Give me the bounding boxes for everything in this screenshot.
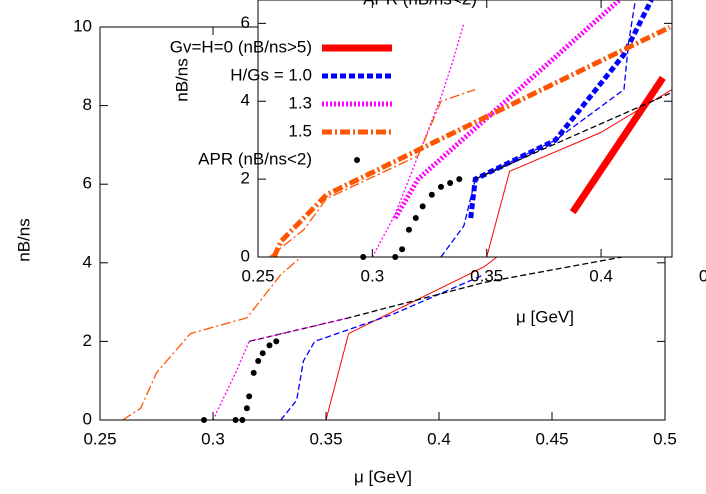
data-point	[405, 226, 412, 233]
data-point	[246, 393, 253, 400]
series-line	[569, 75, 666, 215]
x-tick-label: 0.35	[309, 429, 342, 448]
series-line	[249, 248, 666, 343]
series-line	[371, 23, 465, 258]
data-point	[399, 246, 406, 253]
y-tick-label: 6	[241, 13, 250, 32]
y-tick-label: 2	[241, 169, 250, 188]
series-line	[122, 254, 304, 421]
series-line	[212, 317, 349, 421]
series-line	[271, 25, 671, 259]
y-axis-label: nB/ns	[172, 58, 191, 101]
data-point	[456, 176, 463, 183]
data-point	[419, 203, 426, 210]
x-tick-label: 0.45	[699, 266, 706, 285]
data-point	[259, 350, 266, 357]
y-tick-label: 6	[83, 174, 92, 193]
series-line	[269, 88, 476, 258]
data-point	[447, 180, 454, 187]
y-tick-label: 4	[83, 252, 92, 271]
chart-title: APR (nB/ns<2)	[363, 0, 477, 8]
x-axis-label: μ [GeV]	[354, 467, 412, 486]
x-tick-label: 0.3	[201, 429, 225, 448]
x-tick-label: 0.3	[361, 266, 385, 285]
series-line	[280, 273, 485, 421]
x-tick-label: 0.25	[83, 429, 116, 448]
series-line	[393, 0, 622, 220]
legend-swatch	[354, 157, 360, 163]
y-tick-label: 0	[83, 409, 92, 428]
legend-label: 1.5	[288, 121, 312, 140]
x-tick-label: 0.25	[241, 266, 274, 285]
legend-label: APR (nB/ns<2)	[198, 149, 312, 168]
data-point	[412, 215, 419, 222]
data-point	[243, 405, 250, 412]
y-tick-label: 4	[241, 91, 250, 110]
y-axis-label: nB/ns	[14, 218, 33, 261]
data-point	[428, 191, 435, 198]
x-tick-label: 0.4	[589, 266, 613, 285]
legend-label: 1.3	[288, 93, 312, 112]
x-tick-label: 0.45	[535, 429, 568, 448]
y-tick-label: 10	[73, 16, 92, 35]
legend-label: Gv=H=0 (nB/ns>5)	[170, 37, 312, 56]
legend-label: H/Gs = 1.0	[230, 65, 312, 84]
data-point	[255, 358, 262, 365]
x-tick-label: 0.4	[427, 429, 451, 448]
x-tick-label: 0.5	[653, 429, 677, 448]
data-point	[266, 342, 273, 349]
series-line	[486, 89, 673, 258]
y-tick-label: 2	[83, 331, 92, 350]
plot-frame	[257, 0, 673, 258]
x-tick-label: 0.35	[470, 266, 503, 285]
data-point	[250, 369, 257, 376]
y-tick-label: 0	[241, 246, 250, 265]
data-point	[437, 183, 444, 190]
x-axis-label: μ [GeV]	[516, 307, 574, 326]
data-point	[273, 338, 280, 345]
y-tick-label: 8	[83, 95, 92, 114]
series-line	[440, 0, 637, 258]
